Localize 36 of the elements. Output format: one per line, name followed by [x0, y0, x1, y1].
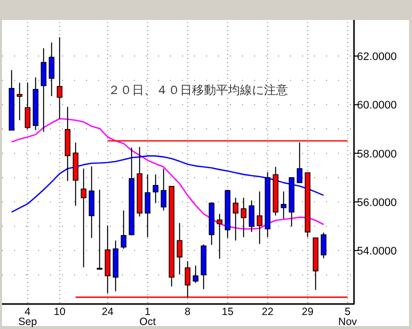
x-tick-label: 29	[302, 306, 314, 318]
x-tick-label: 15	[222, 306, 234, 318]
candlestick	[24, 82, 30, 130]
candlestick	[240, 197, 246, 238]
candlestick	[80, 168, 86, 268]
annotation: ２０日、４０日移動平均線に注意	[108, 83, 288, 97]
candlestick	[176, 222, 182, 276]
candlestick	[160, 168, 166, 211]
candlestick	[320, 232, 326, 259]
x-tick-label: 5 Nov	[338, 306, 358, 328]
candlestick	[120, 210, 126, 250]
x-tick-label: 24	[102, 306, 114, 318]
candlestick	[296, 142, 302, 184]
candlestick	[144, 174, 150, 238]
candlestick	[40, 48, 46, 132]
y-tick-label: 58.0000	[357, 148, 397, 160]
candlestick	[152, 174, 158, 204]
candlestick	[56, 36, 62, 120]
x-tick-label: 4 Sep	[18, 306, 38, 328]
candlestick	[256, 190, 262, 244]
y-tick-label: 54.0000	[357, 246, 397, 258]
candlestick	[280, 190, 286, 220]
candlestick	[192, 265, 198, 284]
y-tick-label: 62.0000	[357, 51, 397, 64]
x-tick-label: 22	[262, 306, 274, 318]
candlestick	[248, 200, 254, 233]
x-tick-label: 10	[54, 306, 66, 318]
y-tick-label: 56.0000	[357, 196, 397, 209]
candlestick	[16, 82, 22, 121]
candlestick	[216, 213, 222, 260]
x-tick-label: 8	[184, 306, 191, 318]
x-tick-label: 1 Oct	[139, 306, 156, 328]
line-series	[10, 118, 324, 230]
y-tick-label: 60.0000	[357, 100, 397, 112]
candlestick	[232, 197, 238, 242]
candlestick	[48, 42, 54, 97]
